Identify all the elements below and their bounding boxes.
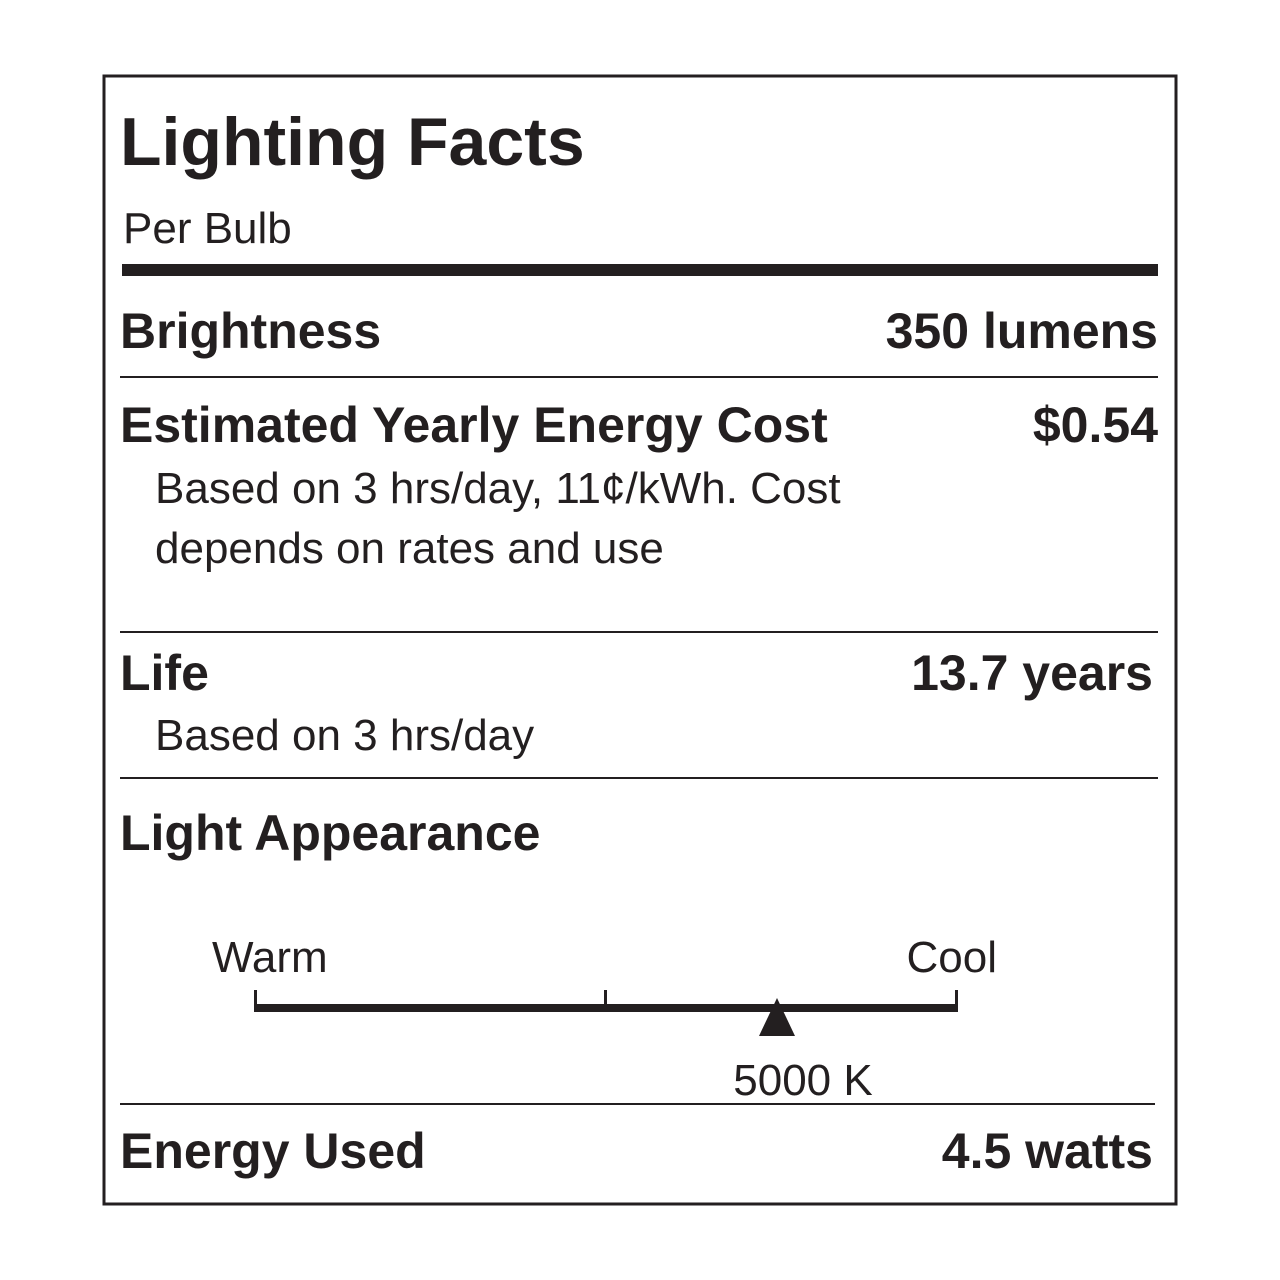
energy-label: Energy Used xyxy=(120,1123,426,1179)
energy-value: 4.5 watts xyxy=(942,1123,1153,1179)
title: Lighting Facts xyxy=(120,104,585,180)
thick-rule xyxy=(122,264,1158,276)
appearance-label: Light Appearance xyxy=(120,805,540,861)
life-label: Life xyxy=(120,645,209,701)
scale-cool: Cool xyxy=(907,933,998,982)
marker-label: 5000 K xyxy=(733,1056,872,1105)
cost-label: Estimated Yearly Energy Cost xyxy=(120,397,828,453)
label-border xyxy=(102,74,1178,1206)
brightness-label: Brightness xyxy=(120,303,381,359)
scale-tick xyxy=(955,990,958,1012)
scale-tick xyxy=(254,990,257,1012)
scale-marker xyxy=(759,998,795,1036)
cost-note: depends on rates and use xyxy=(155,524,664,573)
life-value: 13.7 years xyxy=(911,645,1153,701)
cost-value: $0.54 xyxy=(1033,397,1158,453)
scale-tick xyxy=(604,990,607,1012)
color-scale xyxy=(254,990,958,1036)
life-note: Based on 3 hrs/day xyxy=(155,711,534,760)
cost-note: Based on 3 hrs/day, 11¢/kWh. Cost xyxy=(155,464,841,513)
brightness-value: 350 lumens xyxy=(886,303,1158,359)
scale-warm: Warm xyxy=(212,933,328,982)
subtitle: Per Bulb xyxy=(123,204,292,253)
